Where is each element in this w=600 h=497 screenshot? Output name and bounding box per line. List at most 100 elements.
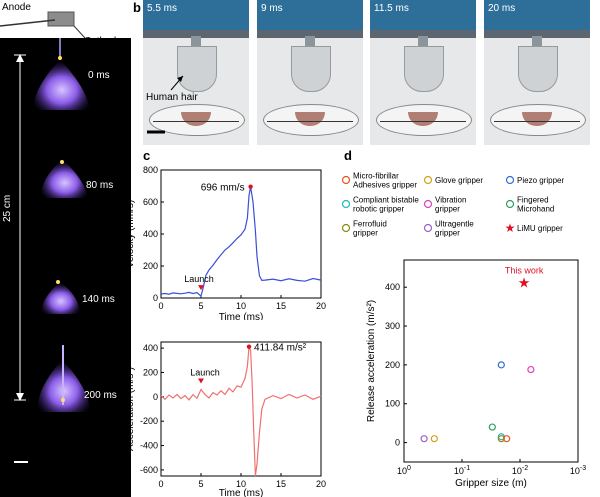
x-tick-label-3: 15 (276, 479, 286, 489)
peak-label: 411.84 m/s² (254, 343, 307, 354)
y-tick-label-0: 0 (395, 438, 400, 448)
x-tick-label-3: 10-3 (570, 465, 586, 476)
anode-wire (0, 19, 56, 27)
frame-time-4: 200 ms (84, 390, 117, 401)
x-tick-label-0: 0 (158, 479, 163, 489)
frame-time-1: 0 ms (88, 70, 110, 81)
x-tick-label-2: 10-2 (512, 465, 528, 476)
x-tick-label-4: 20 (316, 479, 326, 489)
y-tick-label-2: -200 (140, 416, 158, 426)
data-point-1 (430, 435, 438, 443)
legend-label-4-1: gripper (435, 205, 460, 214)
y-axis-label: Release acceleration (m/s²) (366, 300, 377, 422)
series-line (160, 346, 322, 477)
legend-label-5-0: Fingered (517, 196, 549, 205)
point-star: ★ (518, 275, 531, 291)
y-tick-label-1: -400 (140, 441, 158, 451)
y-tick-label-3: 300 (385, 321, 400, 331)
legend-label-3-0: Compliant bistable (353, 196, 419, 205)
photo-time-1: 5.5 ms (147, 3, 178, 14)
legend-label-2-0: Piezo gripper (517, 176, 564, 185)
cathode-pointer (73, 25, 86, 39)
y-tick-label-3: 0 (153, 392, 158, 402)
y-tick-label-5: 400 (143, 343, 158, 353)
y-tick-label-4: 800 (143, 165, 158, 175)
launch-label: Launch (184, 274, 214, 284)
data-point-4 (497, 435, 505, 443)
y-tick-label-4: 400 (385, 282, 400, 292)
data-point-6 (497, 361, 505, 369)
plot-frame (160, 341, 322, 477)
photo-time-4: 20 ms (488, 3, 516, 14)
x-axis-label: Time (ms) (219, 488, 264, 497)
panel-label-d: d (344, 148, 352, 163)
legend-star-marker: ★ (505, 221, 516, 235)
launch-label: Launch (190, 368, 220, 378)
legend-marker-6 (341, 223, 351, 233)
x-axis-label: Time (ms) (219, 312, 264, 320)
legend-label-7-1: gripper (435, 229, 460, 238)
anode-label: Anode (2, 2, 31, 13)
peak-marker (246, 344, 252, 349)
legend-label-1-0: Glove gripper (435, 176, 483, 185)
x-tick-label-0: 0 (158, 301, 163, 311)
distance-label: 25 cm (2, 194, 13, 222)
electrode-block (47, 11, 75, 27)
launch-marker (198, 285, 204, 291)
y-tick-label-0: 0 (153, 293, 158, 303)
photo-time-3: 11.5 ms (374, 3, 409, 14)
cathode-label: Cathode (84, 36, 122, 47)
legend-label-6-0: Ferrofluid (353, 220, 387, 229)
x-axis-label: Gripper size (m) (455, 478, 527, 489)
legend-marker-3 (341, 199, 351, 209)
x-tick-label-4: 20 (316, 301, 326, 311)
y-tick-label-1: 100 (385, 399, 400, 409)
legend-marker-1 (423, 175, 433, 185)
legend-marker-5 (505, 199, 515, 209)
data-point-0 (420, 435, 428, 443)
photo-frame-3: 11.5 ms (370, 0, 476, 145)
series-line (160, 186, 322, 298)
x-tick-label-1: 5 (198, 479, 203, 489)
x-tick-label-0: 100 (397, 465, 411, 476)
legend-label-4-0: Vibration (435, 196, 466, 205)
panel-a-svg (0, 0, 131, 463)
y-tick-label-4: 200 (143, 367, 158, 377)
y-axis-label: Velocity (mm/s) (131, 200, 136, 268)
panel-label-c: c (143, 148, 151, 163)
panel-a-strip: Anode Cathode 25 cm 0 ms 80 ms 140 ms 20… (0, 0, 131, 497)
photo-frame-2: 9 ms (257, 0, 363, 145)
frame-time-3: 140 ms (82, 294, 115, 305)
distance-arrow-top (16, 54, 24, 62)
y-tick-label-2: 400 (143, 229, 158, 239)
x-tick-label-2: 10 (236, 301, 246, 311)
launch-marker (198, 378, 204, 384)
plot-frame (403, 259, 579, 463)
peak-label: 696 mm/s (201, 183, 245, 194)
y-tick-label-2: 200 (385, 360, 400, 370)
hair-arrow-svg (147, 75, 184, 134)
legend-marker-2 (505, 175, 515, 185)
x-tick-label-3: 15 (276, 301, 286, 311)
data-point-5 (503, 435, 511, 443)
photo-time-2: 9 ms (261, 3, 283, 14)
legend-marker-0 (341, 175, 351, 185)
frame-time-2: 80 ms (86, 180, 114, 191)
plasma-frame-2 (41, 160, 88, 198)
y-tick-label-0: -600 (140, 465, 158, 475)
plasma-frame-1 (33, 60, 90, 110)
x-tick-label-1: 10-1 (454, 465, 470, 476)
legend-label-8-0: LiMU gripper (517, 224, 563, 233)
y-tick-label-1: 200 (143, 261, 158, 271)
legend-label-0-1: Adhesives gripper (353, 181, 417, 190)
legend-label-3-1: robotic gripper (353, 205, 404, 214)
point-label: This work (505, 266, 544, 276)
legend-label-5-1: Microhand (517, 205, 554, 214)
y-tick-label-3: 600 (143, 197, 158, 207)
panel-label-b: b (133, 0, 141, 15)
x-tick-label-1: 5 (198, 301, 203, 311)
data-point-7 (527, 365, 535, 374)
data-point-2 (488, 423, 496, 431)
